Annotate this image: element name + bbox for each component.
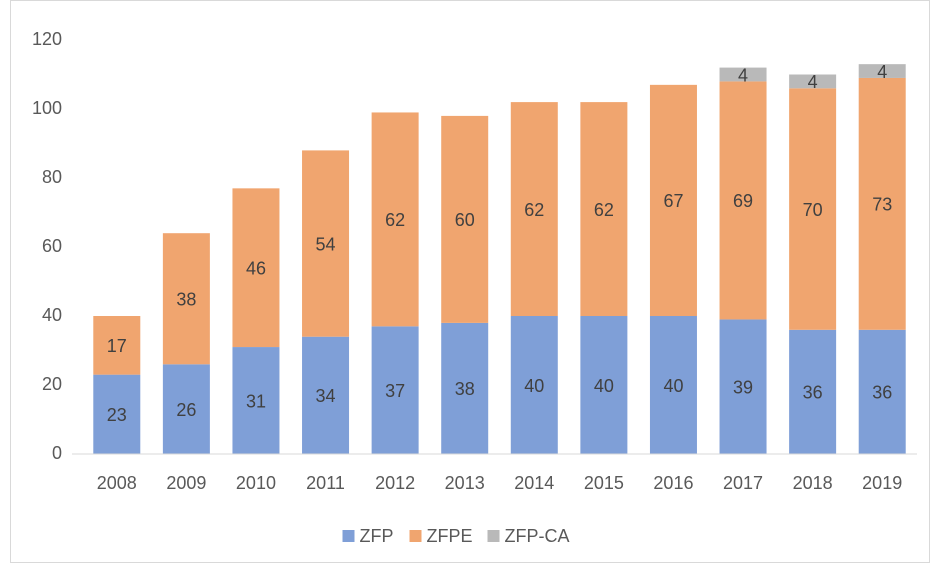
data-label: 70	[803, 200, 823, 220]
bar-segment	[162, 364, 210, 454]
data-label: 4	[877, 62, 887, 82]
bar-segment	[93, 316, 141, 375]
x-tick-label: 2016	[653, 473, 693, 493]
x-tick-label: 2009	[166, 473, 206, 493]
data-label: 4	[808, 72, 818, 92]
x-tick-label: 2019	[862, 473, 902, 493]
data-label: 38	[455, 379, 475, 399]
legend-label: ZFP	[360, 526, 394, 546]
x-tick-label: 2014	[514, 473, 554, 493]
bar-segment	[510, 316, 558, 454]
bar-segment	[580, 102, 628, 316]
legend-swatch	[409, 530, 422, 542]
x-tick-label: 2012	[375, 473, 415, 493]
bar-segment	[858, 329, 906, 454]
data-label: 36	[803, 383, 823, 403]
data-label: 23	[107, 405, 127, 425]
bar-segment	[441, 322, 489, 454]
y-tick-label: 20	[42, 374, 62, 394]
data-label: 4	[738, 65, 748, 85]
bar-segment	[232, 347, 280, 454]
data-label: 46	[246, 258, 266, 278]
bar-segment	[93, 374, 141, 454]
bar-segment	[858, 64, 906, 78]
bar-segment	[441, 115, 489, 323]
data-label: 40	[594, 376, 614, 396]
data-label: 60	[455, 210, 475, 230]
bar-segment	[649, 316, 697, 454]
data-label: 36	[872, 383, 892, 403]
data-label: 62	[594, 200, 614, 220]
y-tick-label: 0	[52, 443, 62, 463]
data-label: 62	[385, 210, 405, 230]
bar-segment	[719, 319, 767, 454]
x-tick-label: 2008	[97, 473, 137, 493]
bar-segment	[580, 316, 628, 454]
x-tick-label: 2015	[584, 473, 624, 493]
data-label: 69	[733, 191, 753, 211]
legend-label: ZFPE	[427, 526, 473, 546]
data-label: 26	[176, 400, 196, 420]
bar-segment	[510, 102, 558, 316]
bar-segment	[789, 329, 837, 454]
bar-segment	[649, 84, 697, 316]
bar-segment	[162, 233, 210, 365]
bar-segment	[371, 326, 419, 454]
bar-segment	[719, 67, 767, 82]
bar-segment	[302, 150, 350, 337]
x-tick-label: 2018	[793, 473, 833, 493]
y-tick-label: 40	[42, 305, 62, 325]
data-label: 39	[733, 377, 753, 397]
data-label: 40	[524, 376, 544, 396]
data-label: 34	[316, 386, 336, 406]
bar-segment	[302, 336, 350, 454]
data-label: 62	[524, 200, 544, 220]
data-label: 73	[872, 195, 892, 215]
x-tick-label: 2010	[236, 473, 276, 493]
bar-segment	[232, 188, 280, 348]
bar-segment	[789, 88, 837, 330]
y-tick-label: 120	[32, 29, 62, 49]
y-tick-label: 80	[42, 167, 62, 187]
data-label: 38	[176, 290, 196, 310]
x-tick-label: 2011	[306, 473, 345, 493]
data-label: 37	[385, 381, 405, 401]
legend-label: ZFP-CA	[505, 526, 570, 546]
y-tick-label: 60	[42, 236, 62, 256]
legend-swatch	[342, 530, 355, 542]
data-label: 31	[246, 391, 266, 411]
data-label: 17	[107, 336, 127, 356]
bar-segment	[371, 112, 419, 327]
legend-swatch	[487, 530, 500, 542]
data-label: 40	[663, 376, 683, 396]
x-tick-label: 2013	[445, 473, 485, 493]
bar-segment	[858, 77, 906, 330]
bar-segment	[719, 81, 767, 320]
y-tick-label: 100	[32, 98, 62, 118]
data-label: 54	[316, 234, 336, 254]
x-tick-label: 2017	[723, 473, 763, 493]
data-label: 67	[663, 191, 683, 211]
bar-segment	[789, 74, 837, 89]
